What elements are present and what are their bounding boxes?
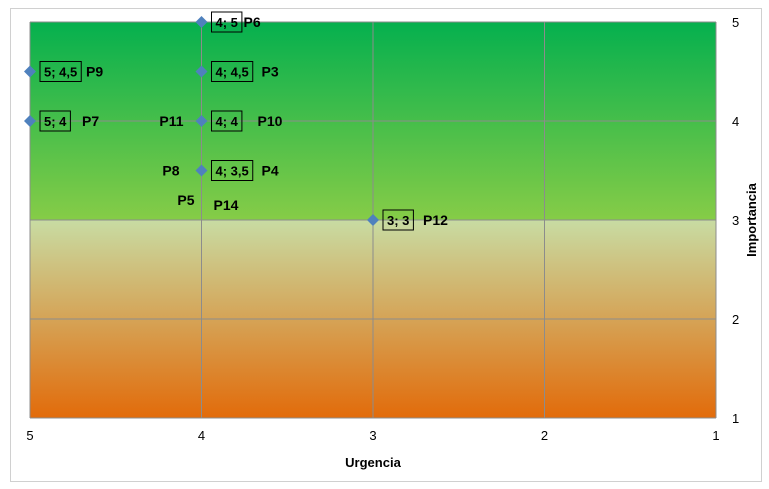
x-tick-label: 3	[369, 428, 376, 443]
point-name-label: P6	[244, 14, 261, 30]
x-tick-label: 4	[198, 428, 205, 443]
point-name-label: P3	[262, 64, 279, 80]
point-name-label: P12	[423, 212, 448, 228]
y-tick-label: 1	[732, 411, 739, 426]
data-point-label-box	[211, 160, 254, 181]
x-tick-label: 5	[26, 428, 33, 443]
y-tick-label: 3	[732, 213, 739, 228]
data-point-marker	[195, 164, 208, 177]
data-point-marker	[24, 115, 36, 127]
point-name-label: P14	[214, 197, 239, 213]
data-point-marker	[24, 65, 36, 78]
data-point-label: 4; 4	[216, 114, 239, 129]
data-point-label-box	[211, 110, 243, 132]
data-point-marker	[195, 115, 208, 127]
data-point-label-box	[211, 61, 254, 82]
data-point-marker	[195, 16, 208, 28]
x-tick-label: 1	[712, 428, 719, 443]
x-axis-title: Urgencia	[345, 455, 401, 470]
x-tick-label: 2	[541, 428, 548, 443]
chart-frame	[10, 8, 762, 482]
point-name-label: P8	[162, 163, 179, 179]
y-axis-title: Importancia	[744, 182, 759, 256]
data-point-label: 3; 3	[387, 213, 409, 228]
y-tick-label: 4	[732, 114, 739, 129]
data-point-label: 5; 4,5	[44, 65, 77, 80]
data-point-marker	[367, 214, 379, 226]
data-point-label: 4; 3,5	[216, 164, 249, 179]
data-point-label-box	[382, 209, 414, 231]
y-tick-label: 5	[732, 15, 739, 30]
data-point-label: 4; 5	[216, 15, 238, 30]
data-point-label: 5; 4	[44, 114, 67, 129]
data-point-label-box	[39, 61, 82, 82]
data-point-label: 4; 4,5	[216, 65, 249, 80]
data-point-label-box	[39, 110, 71, 132]
point-name-label: P7	[82, 113, 99, 129]
data-point-label-box	[211, 11, 243, 33]
point-name-label: P4	[262, 163, 279, 179]
y-tick-label: 2	[732, 312, 739, 327]
data-point-marker	[195, 65, 208, 78]
point-name-label: P11	[159, 113, 183, 129]
point-name-label: P9	[86, 64, 103, 80]
point-name-label: P5	[177, 192, 194, 208]
point-name-label: P10	[258, 113, 283, 129]
